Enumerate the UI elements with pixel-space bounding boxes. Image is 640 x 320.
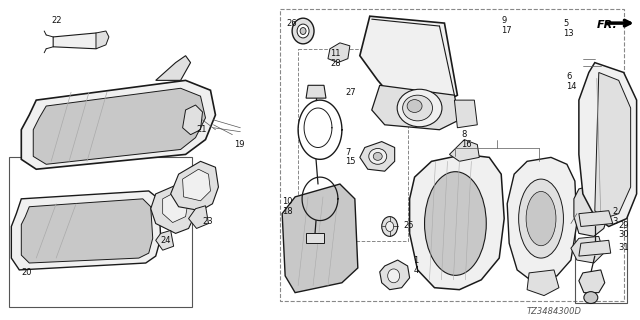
Polygon shape	[574, 184, 609, 236]
Text: 19: 19	[234, 140, 245, 148]
Ellipse shape	[297, 24, 309, 38]
Polygon shape	[579, 240, 611, 256]
Ellipse shape	[403, 95, 433, 121]
Text: 26: 26	[286, 19, 297, 28]
Polygon shape	[151, 184, 196, 233]
Ellipse shape	[584, 292, 598, 303]
Ellipse shape	[386, 221, 394, 231]
Ellipse shape	[369, 148, 387, 164]
Polygon shape	[527, 270, 559, 296]
Polygon shape	[306, 233, 324, 243]
Ellipse shape	[526, 191, 556, 246]
Text: 17: 17	[501, 26, 512, 35]
Text: 28: 28	[330, 59, 340, 68]
Ellipse shape	[424, 172, 486, 275]
Polygon shape	[156, 230, 173, 250]
Text: 24: 24	[161, 236, 171, 245]
Text: 31: 31	[619, 243, 629, 252]
Text: 16: 16	[461, 140, 472, 148]
Text: 9: 9	[501, 16, 506, 25]
Ellipse shape	[518, 179, 563, 258]
Polygon shape	[380, 260, 410, 290]
Text: 20: 20	[21, 268, 32, 277]
Ellipse shape	[388, 269, 399, 283]
Bar	[298, 49, 408, 241]
Polygon shape	[595, 72, 630, 219]
Bar	[575, 199, 627, 302]
Polygon shape	[579, 270, 605, 292]
Ellipse shape	[373, 152, 382, 160]
Text: 8: 8	[461, 130, 467, 139]
Polygon shape	[182, 105, 202, 135]
Text: 6: 6	[566, 72, 572, 82]
Polygon shape	[410, 155, 504, 290]
Polygon shape	[579, 63, 637, 227]
Text: 15: 15	[345, 157, 355, 166]
Polygon shape	[449, 140, 479, 161]
Bar	[280, 9, 623, 300]
Polygon shape	[360, 141, 395, 171]
Text: 10: 10	[282, 197, 292, 206]
Polygon shape	[571, 236, 604, 263]
Polygon shape	[171, 161, 218, 211]
Text: 18: 18	[282, 207, 292, 216]
Text: 13: 13	[563, 29, 573, 38]
Polygon shape	[156, 56, 191, 80]
Text: 25: 25	[404, 220, 414, 229]
Text: 4: 4	[413, 266, 419, 275]
Text: 14: 14	[566, 82, 577, 91]
Polygon shape	[21, 80, 216, 169]
Text: TZ3484300D: TZ3484300D	[527, 308, 582, 316]
Text: 5: 5	[563, 19, 568, 28]
Text: 1: 1	[413, 256, 419, 265]
Ellipse shape	[381, 217, 397, 236]
Text: FR.: FR.	[596, 20, 618, 30]
Polygon shape	[182, 169, 211, 201]
Text: 29: 29	[619, 220, 629, 229]
Polygon shape	[360, 16, 458, 105]
Text: 22: 22	[51, 16, 61, 25]
Text: 3: 3	[612, 217, 618, 226]
Polygon shape	[53, 33, 101, 49]
Text: 23: 23	[202, 217, 213, 226]
Polygon shape	[579, 211, 612, 227]
Text: 21: 21	[196, 125, 207, 134]
Ellipse shape	[397, 89, 442, 127]
Polygon shape	[372, 85, 460, 130]
Bar	[10, 157, 191, 308]
Polygon shape	[96, 31, 109, 49]
Ellipse shape	[300, 28, 306, 35]
Polygon shape	[328, 43, 350, 63]
Polygon shape	[21, 199, 153, 263]
Text: 30: 30	[619, 230, 629, 239]
Text: 11: 11	[330, 49, 340, 58]
Polygon shape	[12, 191, 161, 270]
Text: 7: 7	[345, 148, 350, 156]
Polygon shape	[454, 100, 477, 128]
Ellipse shape	[292, 18, 314, 44]
Polygon shape	[507, 157, 577, 283]
Polygon shape	[33, 88, 205, 164]
Polygon shape	[189, 206, 209, 228]
Polygon shape	[163, 192, 189, 222]
Polygon shape	[282, 184, 358, 292]
Text: 27: 27	[345, 88, 355, 97]
Ellipse shape	[407, 100, 422, 112]
Polygon shape	[306, 85, 326, 98]
Text: 2: 2	[612, 207, 618, 216]
